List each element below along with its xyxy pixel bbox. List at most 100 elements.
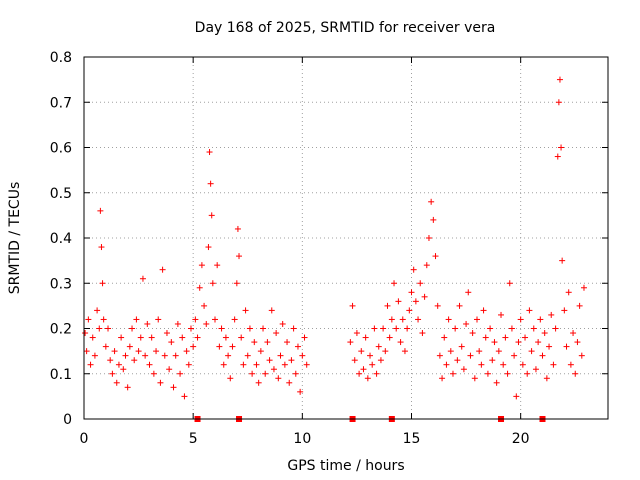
data-point xyxy=(482,334,489,341)
data-point xyxy=(548,311,555,318)
data-point xyxy=(96,325,103,332)
data-point xyxy=(266,357,273,364)
data-point xyxy=(290,325,297,332)
data-point xyxy=(500,361,507,368)
data-point xyxy=(120,366,127,373)
data-point xyxy=(303,361,310,368)
data-point xyxy=(443,361,450,368)
data-point xyxy=(286,379,293,386)
data-point xyxy=(380,325,387,332)
data-point xyxy=(572,370,579,377)
data-point xyxy=(97,207,104,214)
data-point xyxy=(353,330,360,337)
data-point xyxy=(198,262,205,269)
data-point xyxy=(206,149,213,156)
data-point xyxy=(227,375,234,382)
data-point xyxy=(358,348,365,355)
data-point xyxy=(469,330,476,337)
data-point xyxy=(118,334,125,341)
data-point xyxy=(301,334,308,341)
data-point xyxy=(102,343,109,350)
y-tick-label: 0.1 xyxy=(50,367,72,383)
axis-ticks xyxy=(83,56,608,420)
data-point xyxy=(174,320,181,327)
data-point xyxy=(391,280,398,287)
data-point xyxy=(434,302,441,309)
data-point xyxy=(98,244,105,251)
data-point xyxy=(508,325,515,332)
data-point xyxy=(399,316,406,323)
x-tick-label: 5 xyxy=(189,431,198,447)
data-point xyxy=(495,348,502,355)
data-point xyxy=(91,352,98,359)
data-point xyxy=(281,361,288,368)
data-point xyxy=(262,370,269,377)
data-point xyxy=(214,262,221,269)
data-point xyxy=(541,330,548,337)
data-point xyxy=(555,99,562,106)
data-point xyxy=(229,343,236,350)
data-point xyxy=(190,343,197,350)
data-point xyxy=(185,361,192,368)
data-point xyxy=(384,302,391,309)
data-point xyxy=(375,343,382,350)
y-tick-label: 0 xyxy=(63,412,72,428)
data-point xyxy=(142,352,149,359)
data-point xyxy=(139,275,146,282)
data-point xyxy=(467,352,474,359)
data-point xyxy=(386,334,393,341)
data-point xyxy=(177,370,184,377)
data-point xyxy=(122,352,129,359)
data-point xyxy=(580,284,587,291)
data-point xyxy=(519,361,526,368)
x-axis-label: GPS time / hours xyxy=(287,458,404,474)
data-point xyxy=(150,370,157,377)
data-point xyxy=(456,302,463,309)
data-point xyxy=(240,361,247,368)
data-point xyxy=(506,280,513,287)
data-point xyxy=(478,361,485,368)
data-point xyxy=(570,330,577,337)
data-point xyxy=(212,316,218,323)
data-point xyxy=(364,375,371,382)
data-point xyxy=(89,334,96,341)
x-tick-label: 15 xyxy=(403,431,421,447)
data-point xyxy=(249,370,256,377)
data-point xyxy=(412,298,419,305)
data-point xyxy=(452,325,459,332)
data-point xyxy=(218,325,225,332)
data-point xyxy=(115,361,122,368)
data-point xyxy=(430,216,437,223)
data-point xyxy=(550,361,557,368)
data-point xyxy=(183,348,190,355)
data-point xyxy=(530,325,537,332)
data-point xyxy=(546,343,553,350)
data-point xyxy=(144,320,151,327)
data-point xyxy=(460,366,467,373)
data-point xyxy=(539,352,546,359)
data-point xyxy=(493,379,500,386)
grid-lines xyxy=(84,57,608,419)
data-point xyxy=(526,307,533,314)
data-point xyxy=(554,153,561,160)
data-point xyxy=(576,302,583,309)
data-point xyxy=(216,343,223,350)
data-point xyxy=(131,357,138,364)
data-point xyxy=(225,352,232,359)
data-point xyxy=(447,348,454,355)
data-point xyxy=(201,302,208,309)
y-tick-label: 0.8 xyxy=(50,50,72,66)
data-point xyxy=(205,244,212,251)
data-point xyxy=(222,334,229,341)
data-point xyxy=(148,334,155,341)
data-point xyxy=(559,257,566,264)
data-point xyxy=(146,361,153,368)
data-point xyxy=(465,289,472,296)
data-point xyxy=(476,348,483,355)
data-point xyxy=(563,343,570,350)
data-point xyxy=(532,366,539,373)
data-point xyxy=(159,266,166,273)
data-point xyxy=(111,348,118,355)
data-point xyxy=(410,266,417,273)
data-point xyxy=(294,343,301,350)
